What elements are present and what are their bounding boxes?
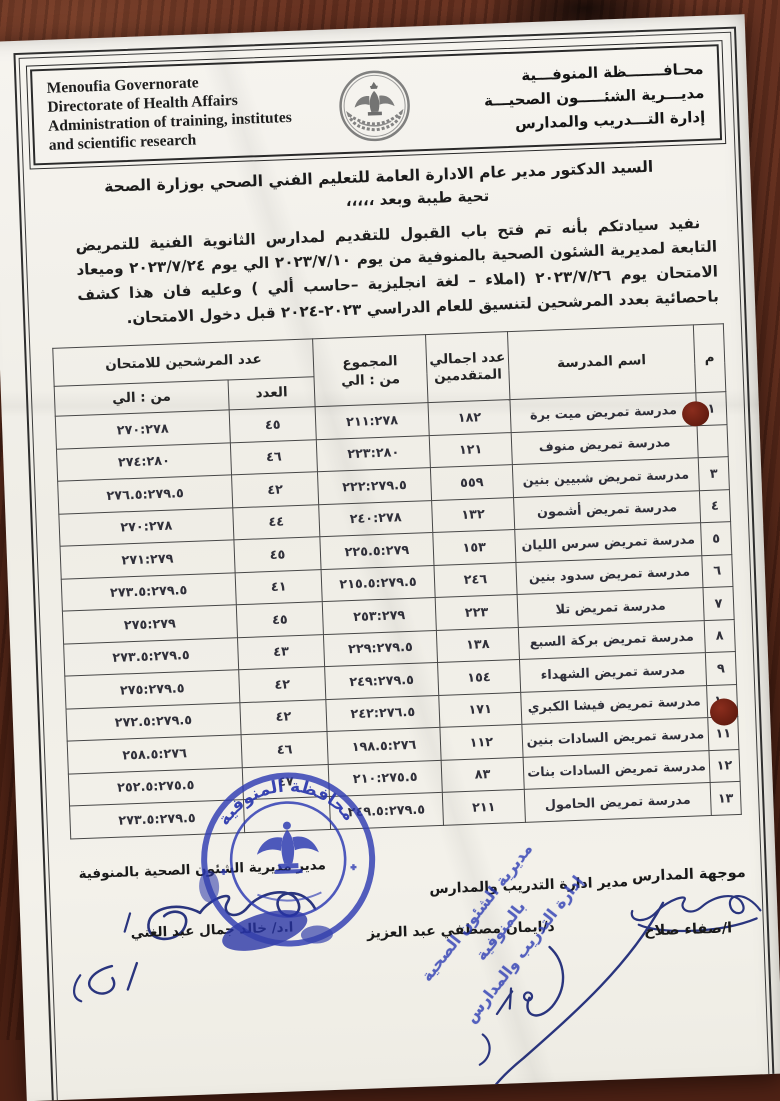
cell-num	[696, 424, 729, 459]
stamp-eagle-icon	[256, 821, 319, 875]
cell-num: ٨	[704, 619, 736, 653]
letterhead-banner: Menoufia Governorate Directorate of Heal…	[26, 39, 727, 171]
body-paragraph: نفيد سيادتكم بأنه تم فتح باب القبول للتق…	[75, 213, 720, 327]
cell-count: ٤٥	[236, 601, 324, 638]
page-border-frame: Menoufia Governorate Directorate of Heal…	[13, 26, 775, 1101]
cell-total: ٢١١	[442, 789, 526, 826]
signature-section: موجهة المدارس ا/صفاء صلاح مدير ادارة الت…	[55, 814, 762, 1101]
cell-total: ١٥٤	[437, 659, 521, 696]
page-content: Menoufia Governorate Directorate of Heal…	[15, 29, 772, 1101]
cell-total: ٢٤٦	[433, 562, 518, 598]
cell-total: ٨٣	[440, 757, 525, 793]
cell-count: ٤٤	[232, 504, 321, 541]
col-header-total: عدد اجمالي المتقدمين	[425, 331, 511, 403]
cell-num: ٤	[699, 489, 731, 523]
cell-num: ٩	[705, 651, 737, 686]
letterhead-english: Menoufia Governorate Directorate of Heal…	[46, 70, 292, 156]
cell-num: ٦	[701, 554, 733, 588]
cell-sum: ٢٤٩:٢٧٩.٥	[324, 662, 439, 700]
cell-sum: ٢١١:٢٧٨	[315, 402, 429, 440]
cell-total: ١٣٨	[436, 627, 520, 663]
cell-num: ٣	[698, 456, 730, 491]
cell-total: ١٣٢	[431, 497, 515, 533]
cell-sum: ٢٢٩:٢٧٩.٥	[323, 630, 438, 667]
col-header-count: العدد	[227, 377, 316, 411]
cell-sum: ٢٤٢:٢٧٦.٥	[326, 695, 440, 732]
col-header-sum-sub: من : الي	[340, 370, 401, 390]
cell-sum: ١٩٨.٥:٢٧٦	[327, 727, 441, 765]
table-body: ١ مدرسة تمريض ميت برة ١٨٢ ٢١١:٢٧٨ ٤٥ ٢٧٠:٢٧٨ م…	[55, 391, 742, 839]
col-header-sum: المجموع من : الي	[312, 334, 428, 408]
col-header-school: اسم المدرسة	[507, 325, 696, 400]
cell-total: ١٨٢	[427, 399, 512, 436]
cell-sum: ٢٤٠:٢٧٨	[318, 500, 433, 537]
document-paper: Menoufia Governorate Directorate of Heal…	[0, 14, 780, 1101]
cell-num: ٥	[700, 521, 732, 556]
cell-sum: ٢١٥.٥:٢٧٩.٥	[321, 565, 435, 602]
cell-count: ٤١	[234, 569, 323, 606]
cell-total: ٥٥٩	[430, 464, 514, 501]
cell-num: ١٢	[708, 749, 741, 783]
cell-count: ٤٢	[238, 666, 327, 703]
admissions-table: م اسم المدرسة عدد اجمالي المتقدمين المجم…	[52, 323, 742, 839]
cell-count: ٤٢	[231, 471, 319, 508]
cell-total: ١٥٣	[432, 529, 516, 566]
cell-total: ٢٢٣	[434, 594, 519, 631]
cell-sum: ٢٢٢:٢٧٩.٥	[317, 467, 432, 505]
cell-count: ٤٢	[239, 699, 328, 735]
cell-count: ٤٦	[230, 439, 318, 476]
letterhead-arabic: محـافـــــــظة المنوفـــية مديـــرية الش…	[483, 57, 706, 137]
health-ministry-emblem-icon	[339, 70, 410, 142]
cell-count: ٤٣	[237, 634, 325, 670]
cell-total: ١١٢	[439, 724, 524, 761]
cell-count: ٤٥	[233, 536, 322, 573]
round-governorate-stamp: محافظة المنوفية	[199, 772, 376, 951]
cell-total: ١٧١	[438, 692, 522, 728]
cell-sum: ٢٥٣:٢٧٩	[322, 597, 437, 635]
cell-num: ٧	[702, 586, 735, 621]
cell-num: ١٣	[710, 781, 742, 816]
col-header-num: م	[693, 323, 726, 394]
cell-total: ١٢١	[428, 432, 513, 468]
cell-count: ٤٥	[228, 407, 317, 443]
cell-sum: ٢٢٥.٥:٢٧٩	[320, 532, 434, 570]
cell-sum: ٢٢٣:٢٨٠	[316, 435, 431, 472]
